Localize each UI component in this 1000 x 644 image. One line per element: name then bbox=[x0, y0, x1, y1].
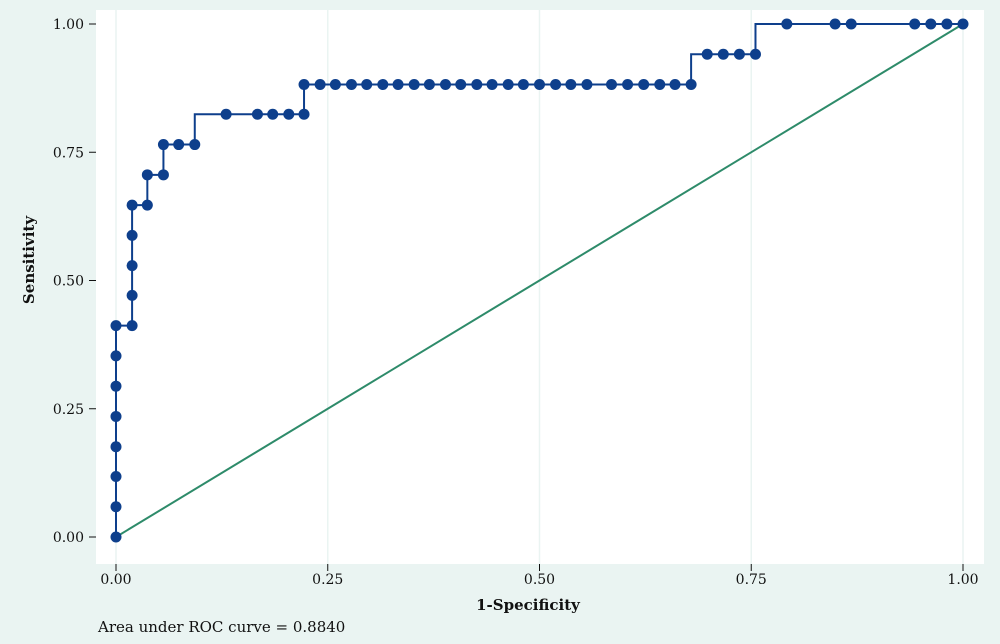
roc-point bbox=[126, 229, 138, 241]
y-tick-label: 0.50 bbox=[53, 274, 84, 290]
roc-point bbox=[925, 18, 937, 30]
roc-point bbox=[701, 48, 713, 60]
grid bbox=[115, 10, 964, 564]
roc-point bbox=[189, 139, 201, 151]
roc-point bbox=[377, 79, 389, 91]
roc-point bbox=[455, 79, 467, 91]
x-tick-label: 0.75 bbox=[736, 572, 767, 588]
roc-point bbox=[251, 108, 263, 120]
y-tick-label: 0.00 bbox=[53, 530, 84, 546]
roc-point bbox=[314, 79, 326, 91]
roc-point bbox=[638, 79, 650, 91]
roc-point bbox=[392, 79, 404, 91]
roc-point bbox=[439, 79, 451, 91]
roc-point bbox=[126, 320, 138, 332]
x-tick-label: 1.00 bbox=[947, 572, 978, 588]
roc-point bbox=[157, 169, 169, 181]
roc-point bbox=[345, 79, 357, 91]
roc-point bbox=[408, 79, 420, 91]
roc-point bbox=[605, 79, 617, 91]
roc-point bbox=[829, 18, 841, 30]
roc-point bbox=[941, 18, 953, 30]
roc-point bbox=[141, 199, 153, 211]
axes: 0.00 0.25 0.50 0.75 1.00 0.00 0.25 0.50 0.75 1.00 bbox=[53, 17, 979, 588]
roc-point bbox=[550, 79, 562, 91]
roc-point bbox=[141, 169, 153, 181]
roc-point bbox=[298, 108, 310, 120]
roc-point bbox=[471, 79, 483, 91]
roc-point bbox=[622, 79, 634, 91]
auc-note: Area under ROC curve = 0.8840 bbox=[97, 618, 345, 636]
y-axis-title: Sensitivity bbox=[20, 215, 38, 304]
y-tick-label: 0.75 bbox=[53, 145, 84, 161]
roc-point bbox=[361, 79, 373, 91]
x-tick-label: 0.50 bbox=[524, 572, 555, 588]
x-axis-title: 1-Specificity bbox=[476, 596, 581, 614]
reference-line bbox=[115, 23, 964, 538]
roc-point bbox=[717, 48, 729, 60]
roc-point bbox=[110, 410, 122, 422]
x-tick-label: 0.25 bbox=[312, 572, 343, 588]
roc-point bbox=[909, 18, 921, 30]
roc-point bbox=[581, 79, 593, 91]
roc-point bbox=[220, 108, 232, 120]
roc-point bbox=[283, 108, 295, 120]
roc-point bbox=[517, 79, 529, 91]
roc-point bbox=[685, 79, 697, 91]
roc-point bbox=[267, 108, 279, 120]
y-tick-label: 0.25 bbox=[53, 402, 84, 418]
roc-point bbox=[486, 79, 498, 91]
roc-point bbox=[423, 79, 435, 91]
roc-point bbox=[110, 320, 122, 332]
roc-point bbox=[749, 48, 761, 60]
roc-point bbox=[110, 350, 122, 362]
roc-point bbox=[157, 139, 169, 151]
roc-point bbox=[173, 139, 185, 151]
roc-point bbox=[329, 79, 341, 91]
roc-point bbox=[565, 79, 577, 91]
roc-point bbox=[110, 470, 122, 482]
roc-point bbox=[110, 531, 122, 543]
roc-point bbox=[298, 79, 310, 91]
roc-point bbox=[110, 441, 122, 453]
roc-point bbox=[654, 79, 666, 91]
roc-point bbox=[126, 260, 138, 272]
roc-point bbox=[502, 79, 514, 91]
roc-point bbox=[845, 18, 857, 30]
roc-point bbox=[126, 289, 138, 301]
y-tick-label: 1.00 bbox=[53, 17, 84, 33]
roc-point bbox=[733, 48, 745, 60]
roc-points bbox=[110, 18, 969, 543]
roc-point bbox=[669, 79, 681, 91]
roc-point bbox=[110, 501, 122, 513]
roc-point bbox=[126, 199, 138, 211]
roc-point bbox=[110, 380, 122, 392]
roc-point bbox=[957, 18, 969, 30]
roc-point bbox=[534, 79, 545, 91]
roc-point bbox=[781, 18, 793, 30]
x-tick-label: 0.00 bbox=[100, 572, 131, 588]
